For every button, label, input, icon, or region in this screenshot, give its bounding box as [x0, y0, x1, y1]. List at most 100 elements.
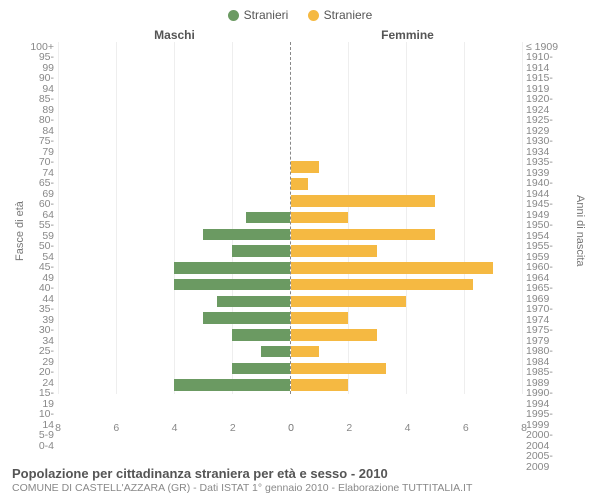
- y-tick-birth: 1950-1954: [526, 220, 572, 241]
- bar-row-male: [58, 259, 290, 276]
- y-tick-age: 55-59: [28, 220, 54, 241]
- y-tick-age: 75-79: [28, 136, 54, 157]
- x-tick: 8: [521, 422, 527, 434]
- y-tick-birth: 1975-1979: [526, 325, 572, 346]
- y-tick-birth: 1940-1944: [526, 178, 572, 199]
- bar-row-male: [58, 360, 290, 377]
- bar-female: [291, 178, 308, 190]
- header-male: Maschi: [58, 28, 291, 42]
- y-tick-age: 40-44: [28, 283, 54, 304]
- y-tick-age: 85-89: [28, 94, 54, 115]
- bar-male: [232, 363, 290, 375]
- bar-female: [291, 229, 436, 241]
- bar-male: [261, 346, 290, 358]
- y-tick-age: 90-94: [28, 73, 54, 94]
- bar-female: [291, 296, 407, 308]
- y-ticks-age: 100+95-9990-9485-8980-8475-7970-7465-696…: [28, 42, 58, 394]
- y-tick-birth: 1945-1949: [526, 199, 572, 220]
- bar-female: [291, 363, 386, 375]
- y-tick-age: 95-99: [28, 52, 54, 73]
- bar-row-female: [291, 259, 523, 276]
- y-tick-age: 60-64: [28, 199, 54, 220]
- bar-female: [291, 212, 349, 224]
- bar-female: [291, 346, 320, 358]
- bar-row-male: [58, 109, 290, 126]
- y-tick-birth: 1960-1964: [526, 262, 572, 283]
- x-tick: 6: [463, 422, 469, 434]
- y-tick-age: 35-39: [28, 304, 54, 325]
- y-tick-birth: 1955-1959: [526, 241, 572, 262]
- bar-row-female: [291, 109, 523, 126]
- bar-female: [291, 161, 320, 173]
- bar-row-male: [58, 75, 290, 92]
- bar-row-male: [58, 226, 290, 243]
- bar-female: [291, 195, 436, 207]
- bar-male: [232, 245, 290, 257]
- bar-female: [291, 262, 494, 274]
- bar-row-male: [58, 42, 290, 59]
- legend-label-male: Stranieri: [244, 8, 289, 22]
- header-female: Femmine: [291, 28, 524, 42]
- y-tick-birth: 1970-1974: [526, 304, 572, 325]
- y-tick-birth: 1990-1994: [526, 388, 572, 409]
- bar-row-male: [58, 377, 290, 394]
- x-tick: 2: [230, 422, 236, 434]
- bar-female: [291, 312, 349, 324]
- legend-item-female: Straniere: [308, 8, 373, 22]
- y-tick-age: 80-84: [28, 115, 54, 136]
- bar-male: [174, 379, 290, 391]
- y-tick-birth: 1930-1934: [526, 136, 572, 157]
- bar-row-male: [58, 159, 290, 176]
- x-axis: 02468 02468: [12, 422, 588, 436]
- bar-row-male: [58, 310, 290, 327]
- bar-row-female: [291, 176, 523, 193]
- chart-footer: Popolazione per cittadinanza straniera p…: [12, 466, 588, 494]
- bar-row-male: [58, 176, 290, 193]
- bar-male: [246, 212, 289, 224]
- y-tick-birth: 1965-1969: [526, 283, 572, 304]
- y-axis-label-right: Anni di nascita: [572, 42, 588, 420]
- y-tick-birth: 1915-1919: [526, 73, 572, 94]
- bar-row-female: [291, 92, 523, 109]
- y-tick-birth: 1925-1929: [526, 115, 572, 136]
- bar-row-male: [58, 192, 290, 209]
- chart-container: Stranieri Straniere Maschi Femmine Fasce…: [0, 0, 600, 500]
- y-tick-age: 20-24: [28, 367, 54, 388]
- bar-row-female: [291, 42, 523, 59]
- bar-row-female: [291, 58, 523, 75]
- bar-row-male: [58, 327, 290, 344]
- chart-title: Popolazione per cittadinanza straniera p…: [12, 466, 588, 481]
- bar-row-female: [291, 293, 523, 310]
- bar-row-female: [291, 243, 523, 260]
- bar-row-female: [291, 310, 523, 327]
- bar-row-male: [58, 209, 290, 226]
- y-tick-age: 30-34: [28, 325, 54, 346]
- y-tick-age: 65-69: [28, 178, 54, 199]
- plot-half-female: [291, 42, 523, 394]
- bar-row-female: [291, 142, 523, 159]
- bar-row-female: [291, 159, 523, 176]
- bar-row-male: [58, 276, 290, 293]
- y-tick-age: 15-19: [28, 388, 54, 409]
- bar-row-female: [291, 125, 523, 142]
- bar-male: [174, 262, 290, 274]
- legend-swatch-male: [228, 10, 239, 21]
- y-ticks-birth: ≤ 19091910-19141915-19191920-19241925-19…: [522, 42, 572, 394]
- x-tick: 0: [288, 422, 294, 434]
- bar-male: [203, 312, 290, 324]
- bar-row-female: [291, 226, 523, 243]
- bar-row-male: [58, 142, 290, 159]
- plot-half-male: [58, 42, 291, 394]
- bar-female: [291, 379, 349, 391]
- legend-label-female: Straniere: [324, 8, 373, 22]
- legend-swatch-female: [308, 10, 319, 21]
- bar-female: [291, 279, 473, 291]
- bar-row-female: [291, 75, 523, 92]
- bar-row-female: [291, 360, 523, 377]
- bar-row-male: [58, 125, 290, 142]
- bar-row-female: [291, 343, 523, 360]
- chart-subtitle: COMUNE DI CASTELL'AZZARA (GR) - Dati IST…: [12, 482, 588, 494]
- x-tick: 4: [172, 422, 178, 434]
- bar-row-male: [58, 343, 290, 360]
- bar-male: [174, 279, 290, 291]
